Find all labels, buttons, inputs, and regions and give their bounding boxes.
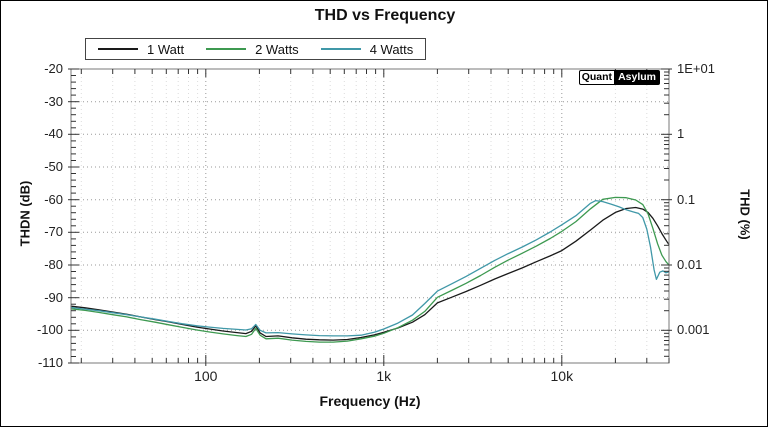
right-axis-tick-label: 0.01	[677, 257, 703, 272]
legend-item-1-watt: 1 Watt	[98, 42, 184, 57]
bottom-axis-tick-label: 1k	[376, 368, 392, 384]
left-axis-tick-label: -20	[44, 61, 63, 76]
chart-title: THD vs Frequency	[314, 7, 456, 24]
legend-label-1-watt: 1 Watt	[147, 41, 185, 57]
left-axis-tick-label: -110	[37, 355, 63, 370]
left-axis-title: THDN (dB)	[17, 180, 33, 247]
bottom-axis-tick-label: 100	[194, 368, 218, 384]
bottom-axis-tick-label: 10k	[550, 368, 574, 384]
left-axis-tick-label: -40	[44, 126, 63, 142]
left-axis-tick-label: -60	[44, 191, 63, 207]
left-axis-tick-label: -80	[44, 257, 63, 272]
series-line-1-watt	[70, 206, 670, 341]
quantasylum-logo-quant: Quant	[578, 70, 616, 85]
left-axis-tick-label: -30	[44, 93, 63, 109]
right-axis-title: THD (%)	[737, 189, 753, 240]
legend-label-4-watts: 4 Watts	[369, 41, 414, 57]
right-axis-tick-label: 0.001	[677, 322, 710, 338]
quantasylum-logo: Quant Asylum	[578, 70, 660, 85]
bottom-axis-title: Frequency (Hz)	[319, 393, 421, 409]
legend-line-4-watts-icon	[320, 48, 361, 50]
left-axis-tick-label: -90	[44, 289, 63, 305]
legend-item-2-watts: 2 Watts	[206, 42, 299, 57]
legend-label-2-watts: 2 Watts	[255, 41, 299, 57]
legend-line-1-watt-icon	[98, 48, 138, 50]
plot-border	[70, 68, 670, 364]
series-line-4-watts	[70, 199, 670, 337]
legend: 1 Watt 2 Watts 4 Watts	[85, 38, 427, 60]
series-line-2-watts	[70, 196, 670, 343]
left-axis-tick-label: -100	[36, 322, 63, 338]
right-axis-tick-label: 1	[677, 126, 685, 142]
legend-item-4-watts: 4 Watts	[320, 41, 414, 57]
right-axis-tick-label: 0.1	[677, 191, 696, 207]
left-axis-tick-label: -50	[44, 159, 63, 174]
quantasylum-logo-asylum: Asylum	[615, 70, 660, 85]
left-axis-tick-label: -70	[44, 224, 63, 240]
legend-line-2-watts-icon	[206, 48, 247, 50]
right-axis-tick-label: 1E+01	[677, 61, 715, 76]
